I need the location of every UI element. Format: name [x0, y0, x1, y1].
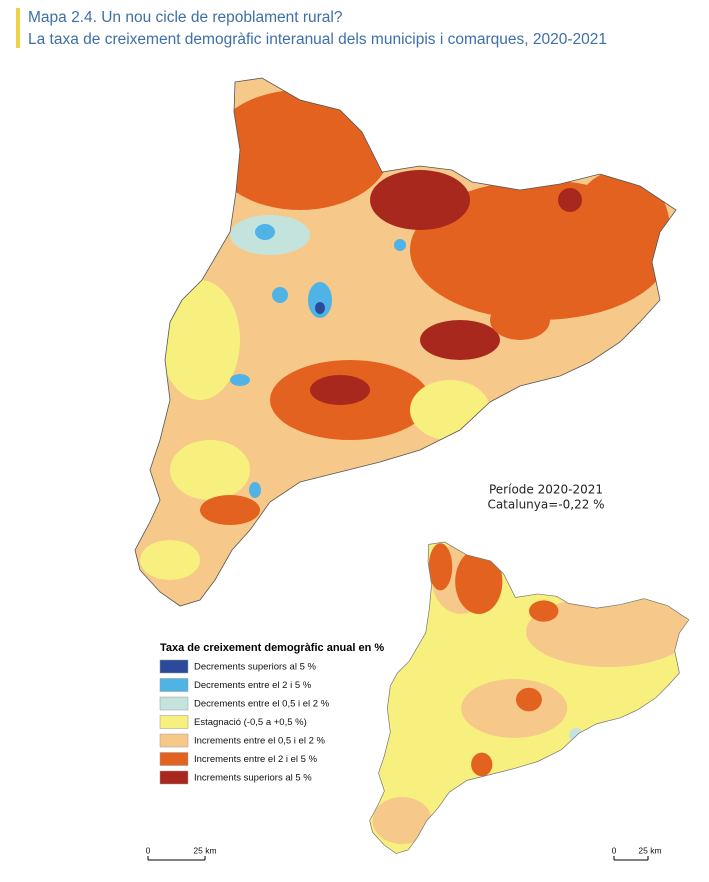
legend-label: Decrements entre el 0,5 i el 2 % — [194, 699, 330, 710]
legend-swatch — [159, 678, 189, 692]
legend-label: Decrements entre el 2 i 5 % — [194, 680, 312, 691]
comarques-map — [369, 541, 690, 854]
legend-swatch — [159, 770, 189, 785]
legend-label: Decrements superiors al 5 % — [194, 662, 317, 673]
legend-swatch — [159, 715, 189, 729]
scale-bar: 0 25 km — [146, 845, 217, 861]
legend-label: Increments entre el 0,5 i el 2 % — [194, 736, 326, 747]
legend: Taxa de creixement demogràfic anual en %… — [159, 642, 384, 785]
scale-end: 25 km — [193, 845, 216, 855]
legend-label: Estagnació (-0,5 a +0,5 %) — [194, 717, 307, 728]
legend-swatch — [159, 659, 189, 674]
period-note: Període 2020-2021 — [489, 483, 603, 497]
title-bar — [16, 8, 20, 48]
legend-title: Taxa de creixement demogràfic anual en % — [160, 642, 384, 654]
catalonia-rate: Catalunya=-0,22 % — [487, 498, 604, 512]
scale-start: 0 — [612, 845, 617, 855]
title: Mapa 2.4. Un nou cicle de repoblament ru… — [28, 9, 343, 26]
legend-swatch — [159, 696, 189, 711]
legend-label: Increments superiors al 5 % — [194, 773, 312, 784]
legend-swatch — [159, 752, 189, 766]
scale-bar: 0 25 km — [612, 845, 662, 861]
subtitle: La taxa de creixement demogràfic interan… — [28, 31, 607, 48]
municipal-map — [134, 77, 677, 607]
scale-end: 25 km — [638, 845, 661, 855]
scale-start: 0 — [146, 845, 151, 855]
legend-label: Increments entre el 2 i el 5 % — [194, 754, 318, 765]
legend-swatch — [159, 733, 189, 748]
